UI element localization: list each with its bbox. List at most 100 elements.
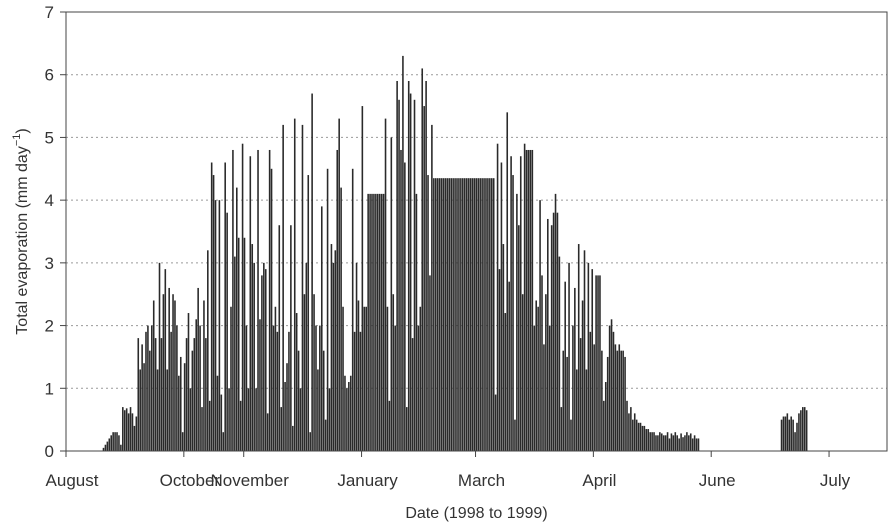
bar-day-255 [558,256,561,451]
bar-day-101 [261,275,263,451]
bar-day-273 [593,344,595,451]
bar-day-75 [210,162,213,451]
x-tick-label-7: July [820,471,851,490]
bar-day-194 [440,178,443,451]
bar-day-327 [697,438,700,451]
bar-day-26 [116,432,118,451]
bar-day-52 [166,369,169,451]
bar-day-186 [425,80,427,452]
bar-day-159 [373,193,375,451]
bar-day-188 [429,275,431,451]
bar-day-220 [490,178,493,451]
bar-day-301 [647,429,650,451]
bar-day-221 [492,178,495,451]
x-tick-label-5: April [582,471,616,490]
bar-day-115 [288,331,290,451]
bar-day-60 [181,432,184,451]
bar-day-291 [628,413,630,451]
bar-day-244 [537,306,539,451]
bar-day-308 [660,433,663,451]
x-tick-label-6: June [699,471,736,490]
bar-day-71 [203,300,205,451]
bar-day-287 [620,350,622,451]
bar-day-211 [473,178,476,451]
bar-day-376 [792,419,794,451]
bar-day-311 [666,432,669,451]
bar-day-23 [110,435,113,451]
bar-day-121 [299,388,302,451]
bar-day-191 [434,178,437,451]
bar-day-28 [120,444,122,451]
bar-day-278 [603,400,605,451]
bar-day-262 [572,325,574,451]
bar-day-189 [431,124,433,451]
bar-day-108 [274,306,277,451]
bar-day-283 [612,331,615,451]
bar-day-152 [359,331,362,451]
bar-day-124 [305,262,308,451]
bar-day-87 [234,256,236,451]
y-tick-label-6: 6 [45,66,54,85]
bar-day-324 [691,438,694,451]
bar-day-381 [802,407,804,451]
bar-day-325 [693,435,696,451]
bar-day-111 [280,407,283,451]
bar-day-138 [332,262,335,451]
bar-day-156 [367,193,369,451]
bar-day-254 [556,212,559,451]
bar-day-378 [796,422,798,451]
bar-day-285 [616,350,619,451]
bar-day-127 [311,93,313,451]
y-tick-label-2: 2 [45,317,54,336]
y-tick-layer: 0 1 2 3 4 5 6 7 [45,3,66,461]
bar-day-89 [237,237,240,451]
bar-day-176 [405,407,408,451]
bar-day-150 [355,262,358,451]
bar-day-297 [639,422,642,451]
bar-day-130 [317,369,319,451]
bar-day-246 [541,275,543,451]
bar-day-79 [218,200,221,451]
bar-day-238 [525,149,528,451]
bar-day-139 [334,250,337,451]
bar-day-299 [643,425,646,451]
bar-day-131 [319,325,321,451]
bar-day-306 [657,435,659,451]
bar-day-123 [303,294,306,451]
bar-day-72 [205,338,207,451]
bar-day-198 [448,178,451,451]
bar-day-37 [137,338,140,451]
bar-day-143 [342,306,344,451]
bar-day-55 [172,294,174,451]
bar-day-312 [668,438,671,451]
bar-day-256 [560,407,563,451]
bar-day-167 [388,400,391,451]
bar-day-379 [798,413,800,451]
bar-day-43 [149,350,151,451]
bar-day-69 [199,325,201,451]
bar-day-32 [127,413,130,451]
bar-day-82 [224,162,226,451]
bar-day-215 [481,178,483,451]
x-tick-label-3: January [337,471,398,490]
bar-day-177 [407,80,410,452]
bar-day-272 [591,269,594,451]
bar-day-49 [160,338,163,451]
bar-day-53 [168,287,170,451]
bar-day-74 [208,400,211,451]
y-axis-title: Total evaporation (mm day−1) [11,128,31,334]
bar-day-170 [394,325,396,451]
bar-day-151 [357,300,360,451]
bar-day-35 [133,425,136,451]
bar-day-77 [214,200,217,451]
bar-day-293 [632,419,634,451]
bar-day-50 [162,294,165,451]
bar-day-99 [257,149,259,451]
bar-day-203 [458,178,460,451]
bar-day-251 [550,225,553,451]
y-axis-title-main: Total evaporation (mm day [14,146,31,335]
bar-day-44 [151,325,153,451]
bar-day-122 [301,124,304,451]
bar-day-245 [539,200,541,451]
bar-day-85 [230,306,232,451]
